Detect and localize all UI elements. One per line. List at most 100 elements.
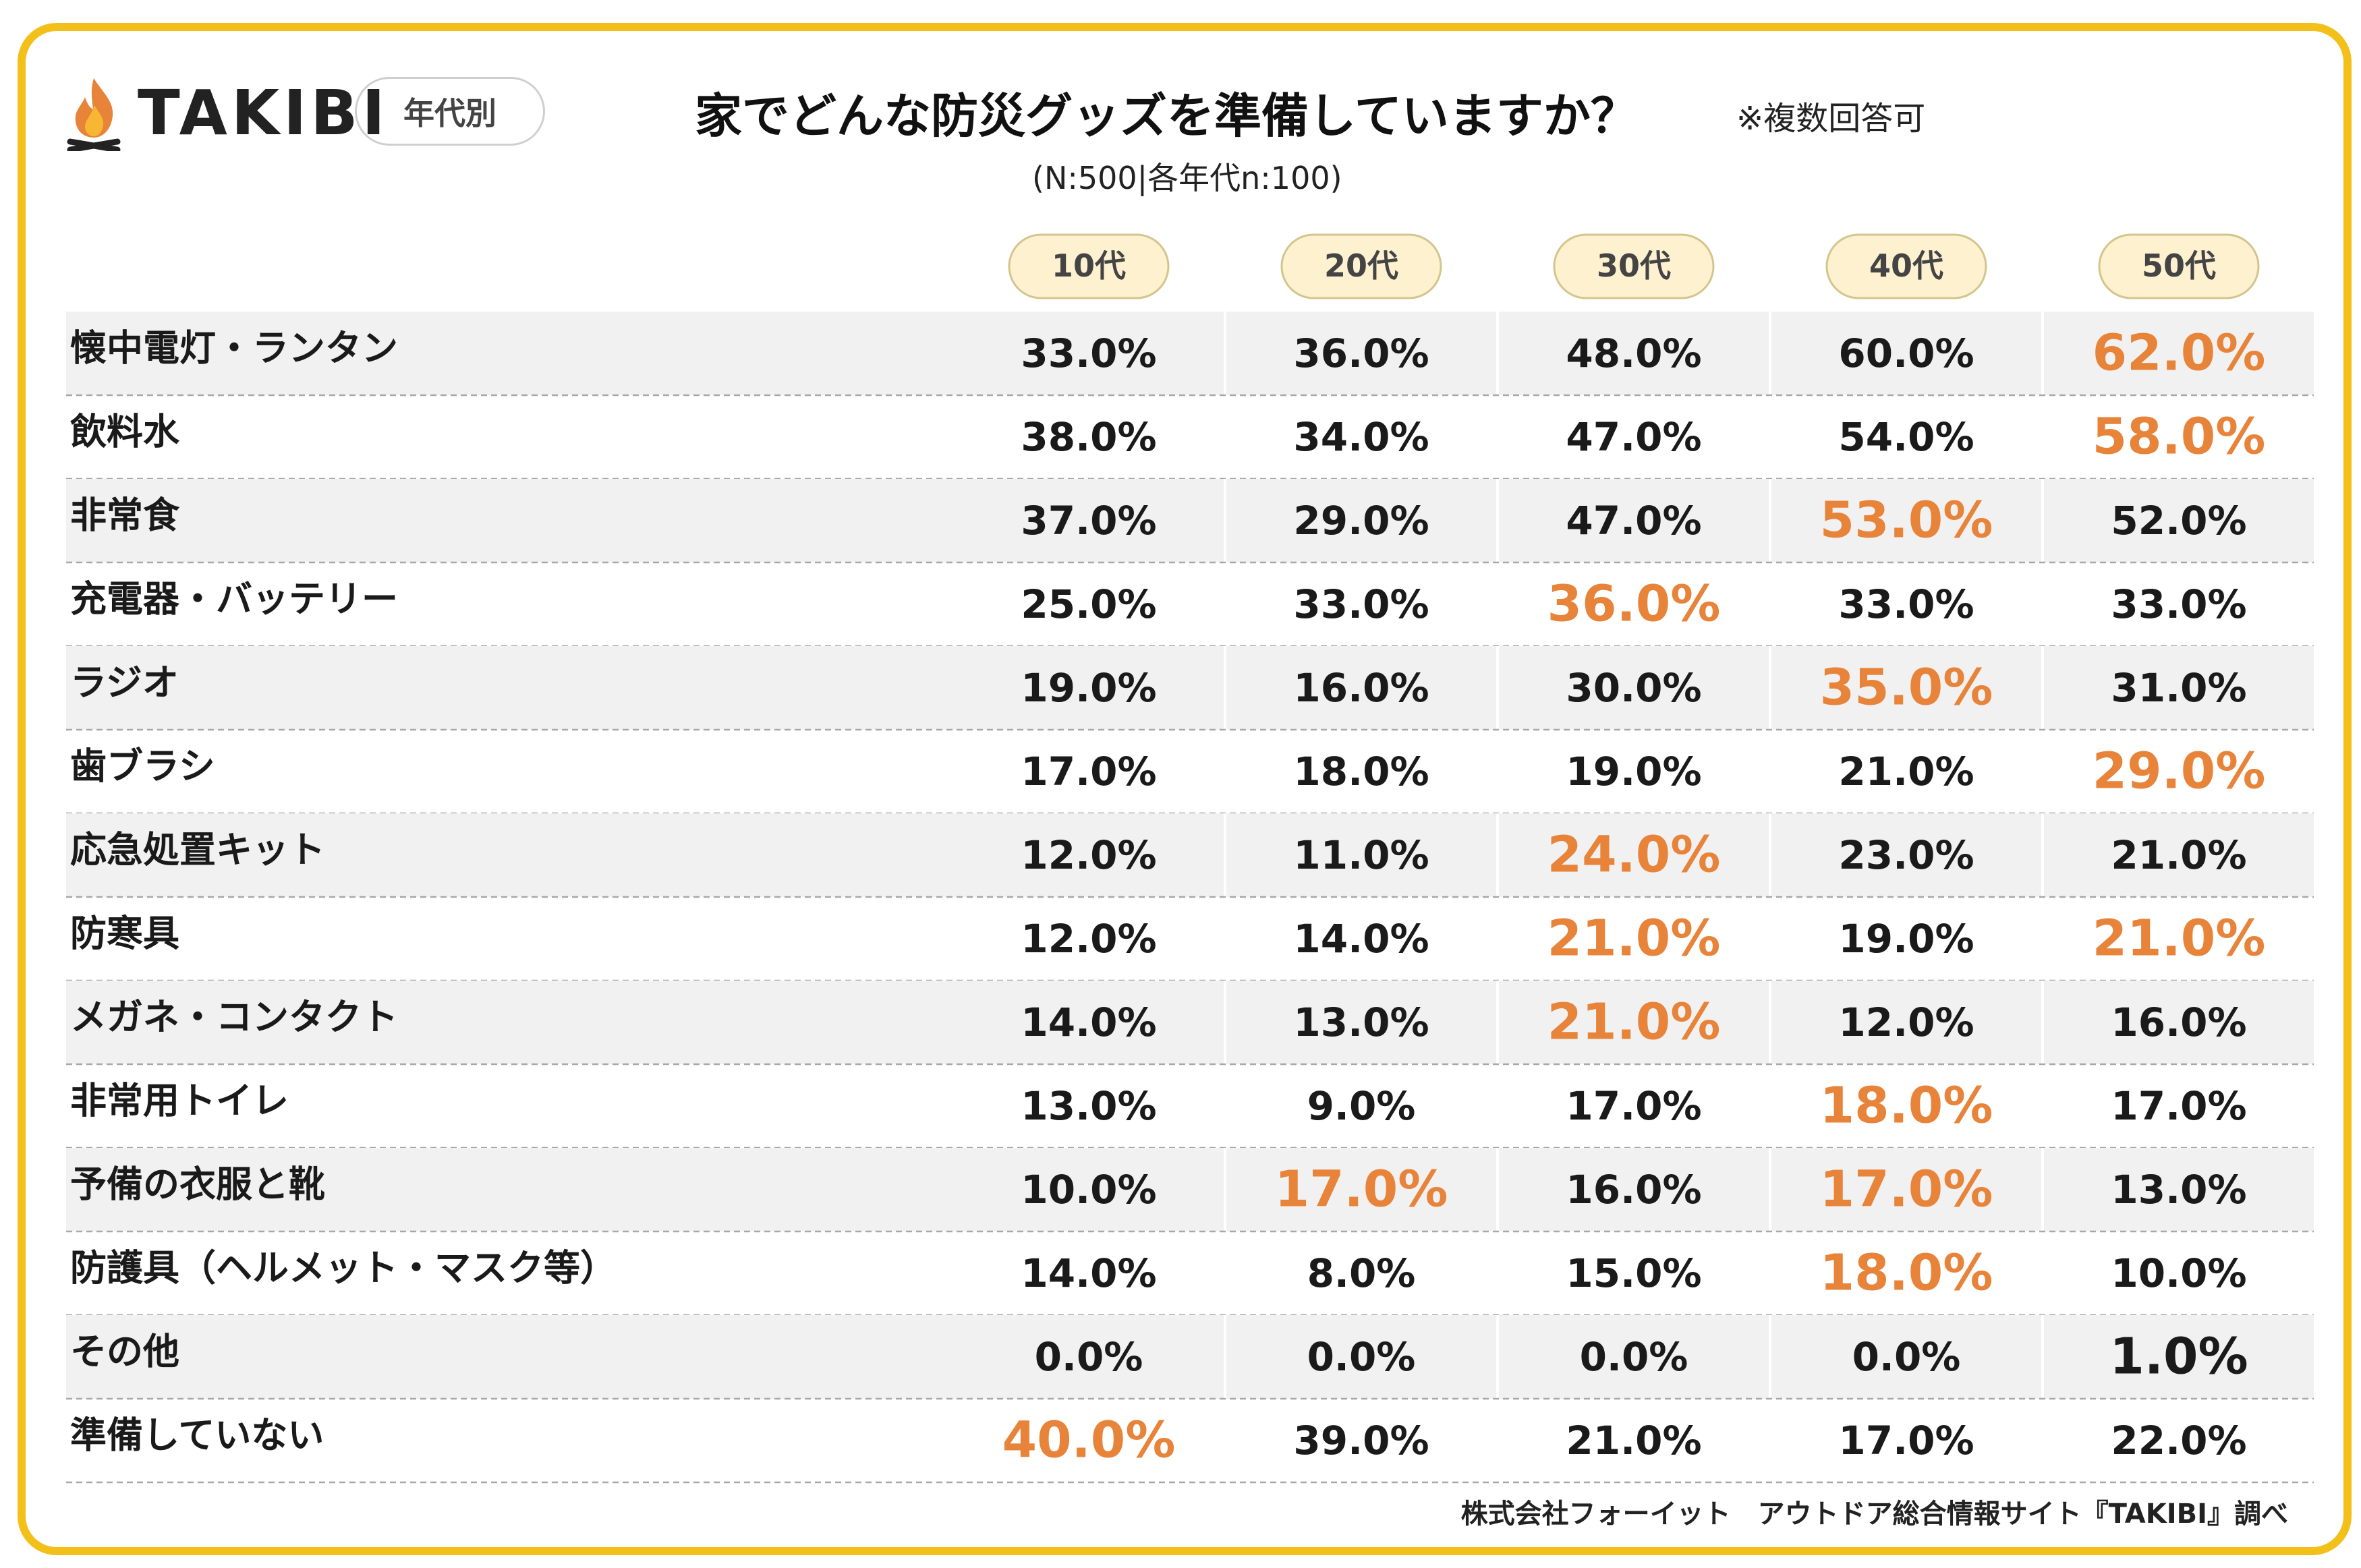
row-label: メガネ・コンタクト: [70, 996, 398, 1039]
table-column-divider: [1224, 813, 1226, 897]
table-column-divider: [2041, 981, 2044, 1064]
table-cell-value: 16.0%: [1293, 665, 1429, 711]
brand-name: TAKIBI: [138, 77, 389, 149]
column-header-pill: [1280, 233, 1442, 299]
table-cell-value: 17.0%: [1021, 749, 1156, 794]
table-cell-value-highlight: 21.0%: [1547, 993, 1721, 1051]
table-cell-value: 17.0%: [1566, 1083, 1701, 1129]
brand-logo: TAKIBI: [65, 73, 389, 154]
table-column-divider: [1769, 1148, 1771, 1231]
table-cell-value: 1.0%: [2109, 1328, 2248, 1386]
table-cell-value: 13.0%: [1293, 999, 1429, 1045]
table-column-divider: [1224, 1148, 1226, 1231]
table-cell-value: 31.0%: [2111, 665, 2246, 711]
table-column-divider: [1769, 813, 1771, 897]
table-cell-value: 17.0%: [2111, 1083, 2246, 1129]
table-cell-value-highlight: 21.0%: [1547, 910, 1721, 968]
table-cell-value-highlight: 17.0%: [1820, 1161, 1993, 1219]
row-label: 予備の衣服と靴: [70, 1163, 325, 1206]
row-label: 応急処置キット: [70, 829, 325, 871]
table-row-shade: [66, 1315, 2314, 1399]
table-row-shade: [66, 646, 2314, 730]
table-cell-value: 36.0%: [1293, 330, 1429, 376]
table-cell-value-highlight: 18.0%: [1820, 1077, 1993, 1135]
table-cell-value: 34.0%: [1293, 414, 1429, 460]
row-label: 準備していない: [70, 1414, 324, 1457]
table-column-divider: [1496, 813, 1499, 897]
table-column-divider: [1769, 646, 1771, 730]
table-column-divider: [1496, 312, 1499, 395]
column-header-label: 30代: [1597, 248, 1671, 284]
chart-title: 家でどんな防災グッズを準備していますか？: [695, 88, 1638, 144]
table-cell-value: 37.0%: [1021, 498, 1156, 544]
table-cell-value: 10.0%: [2111, 1250, 2246, 1296]
table-cell-value: 21.0%: [1838, 749, 1974, 794]
table-cell-value: 11.0%: [1293, 832, 1429, 878]
table-cell-value-highlight: 21.0%: [2093, 910, 2266, 968]
table-cell-value: 18.0%: [1293, 749, 1429, 794]
table-row-shade: [66, 1148, 2314, 1231]
table-cell-value-highlight: 40.0%: [1002, 1412, 1176, 1470]
table-cell-value: 33.0%: [1293, 581, 1429, 627]
column-header-label: 40代: [1869, 248, 1943, 284]
table-cell-value: 22.0%: [2111, 1418, 2246, 1463]
table-cell-value: 12.0%: [1021, 832, 1156, 878]
row-label: 飲料水: [70, 411, 180, 453]
table-cell-value-highlight: 62.0%: [2093, 324, 2266, 382]
table-column-divider: [1769, 479, 1771, 562]
table-cell-value: 0.0%: [1852, 1334, 1961, 1380]
table-cell-value: 19.0%: [1838, 916, 1974, 962]
table-cell-value: 10.0%: [1021, 1167, 1156, 1213]
table-cell-value: 12.0%: [1021, 916, 1156, 962]
table-cell-value-highlight: 18.0%: [1820, 1244, 1993, 1302]
table-cell-value-highlight: 36.0%: [1547, 575, 1721, 633]
table-cell-value: 16.0%: [1566, 1167, 1701, 1213]
table-cell-value: 0.0%: [1035, 1334, 1143, 1380]
table-column-divider: [1224, 479, 1226, 562]
row-label: 非常用トイレ: [70, 1080, 289, 1122]
table-cell-value: 8.0%: [1307, 1250, 1416, 1296]
table-column-divider: [1496, 646, 1499, 730]
table-cell-value-highlight: 17.0%: [1275, 1161, 1448, 1219]
row-label: 非常食: [70, 494, 180, 537]
table-cell-value: 30.0%: [1566, 665, 1701, 711]
sample-size-note: (N:500|各年代n:100): [1032, 160, 1342, 196]
table-column-divider: [1496, 479, 1499, 562]
table-cell-value: 15.0%: [1566, 1250, 1701, 1296]
row-label: 防護具（ヘルメット・マスク等）: [70, 1247, 617, 1289]
table-column-divider: [2041, 1148, 2044, 1231]
table-cell-value: 14.0%: [1021, 1250, 1156, 1296]
table-cell-value-highlight: 29.0%: [2093, 743, 2266, 801]
column-header-pill: [2098, 233, 2260, 299]
table-column-divider: [1224, 1315, 1226, 1399]
row-label: 歯ブラシ: [70, 745, 215, 788]
table-cell-value: 9.0%: [1307, 1083, 1416, 1129]
table-cell-value: 33.0%: [1021, 330, 1156, 376]
row-label: 懐中電灯・ランタン: [70, 327, 398, 370]
column-header-pill: [1825, 233, 1987, 299]
table-cell-value: 23.0%: [1838, 832, 1974, 878]
table-column-divider: [1496, 981, 1499, 1064]
table-column-divider: [1224, 981, 1226, 1064]
table-cell-value: 33.0%: [2111, 581, 2246, 627]
row-label: ラジオ: [70, 662, 179, 704]
table-cell-value: 29.0%: [1293, 498, 1429, 544]
table-cell-value-highlight: 53.0%: [1820, 492, 1993, 550]
table-column-divider: [1496, 1148, 1499, 1231]
table-cell-value: 48.0%: [1566, 330, 1701, 376]
table-cell-value: 12.0%: [1838, 999, 1974, 1045]
table-cell-value: 47.0%: [1566, 414, 1701, 460]
table-cell-value-highlight: 58.0%: [2093, 408, 2266, 466]
table-cell-value: 19.0%: [1566, 749, 1701, 794]
table-column-divider: [1769, 981, 1771, 1064]
column-header-label: 50代: [2142, 248, 2216, 284]
column-header-label: 10代: [1052, 248, 1126, 284]
table-cell-value: 19.0%: [1021, 665, 1156, 711]
table-row-shade: [66, 981, 2314, 1064]
table-cell-value: 60.0%: [1838, 330, 1974, 376]
table-column-divider: [1769, 312, 1771, 395]
table-cell-value: 16.0%: [2111, 999, 2246, 1045]
table-cell-value: 25.0%: [1021, 581, 1156, 627]
column-header-label: 20代: [1324, 248, 1398, 284]
